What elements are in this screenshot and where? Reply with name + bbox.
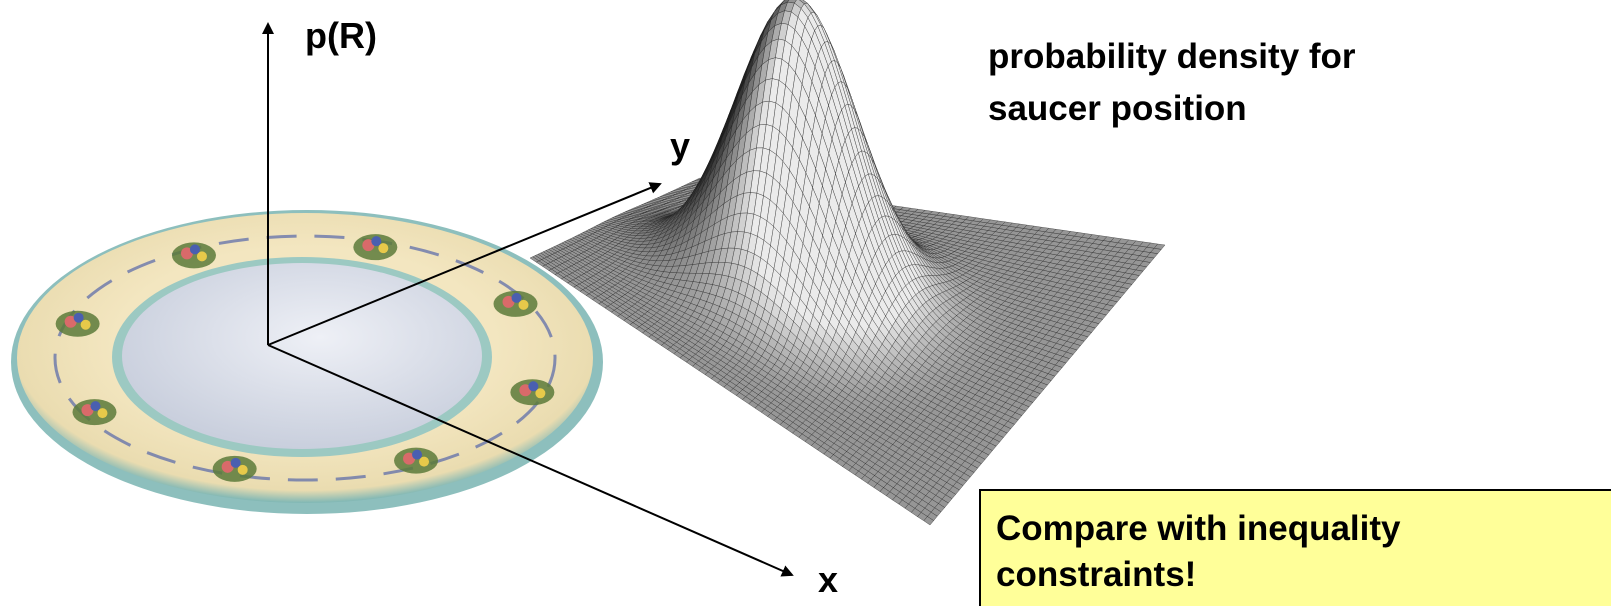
plate-well	[122, 263, 482, 449]
page: p(R) y x probability density for saucer …	[0, 0, 1611, 606]
flower-bud	[190, 244, 200, 254]
x-axis-label: x	[818, 559, 838, 600]
flower-bud	[528, 381, 538, 391]
y-axis-label: y	[670, 125, 690, 166]
caption-line: saucer position	[988, 89, 1247, 128]
note-line: Compare with inequality	[996, 509, 1401, 548]
slide: p(R) y x probability density for saucer …	[0, 0, 1611, 606]
flower-bud	[90, 401, 100, 411]
caption-line: probability density for	[988, 37, 1356, 76]
flower-bud	[74, 313, 84, 323]
flower-bud	[512, 293, 522, 303]
flower-bud	[412, 450, 422, 460]
flower-bud	[231, 458, 241, 468]
note-line: constraints!	[996, 555, 1196, 594]
density-surface	[530, 0, 1165, 525]
vertical-axis-label: p(R)	[305, 15, 377, 56]
flower-bud	[371, 236, 381, 246]
